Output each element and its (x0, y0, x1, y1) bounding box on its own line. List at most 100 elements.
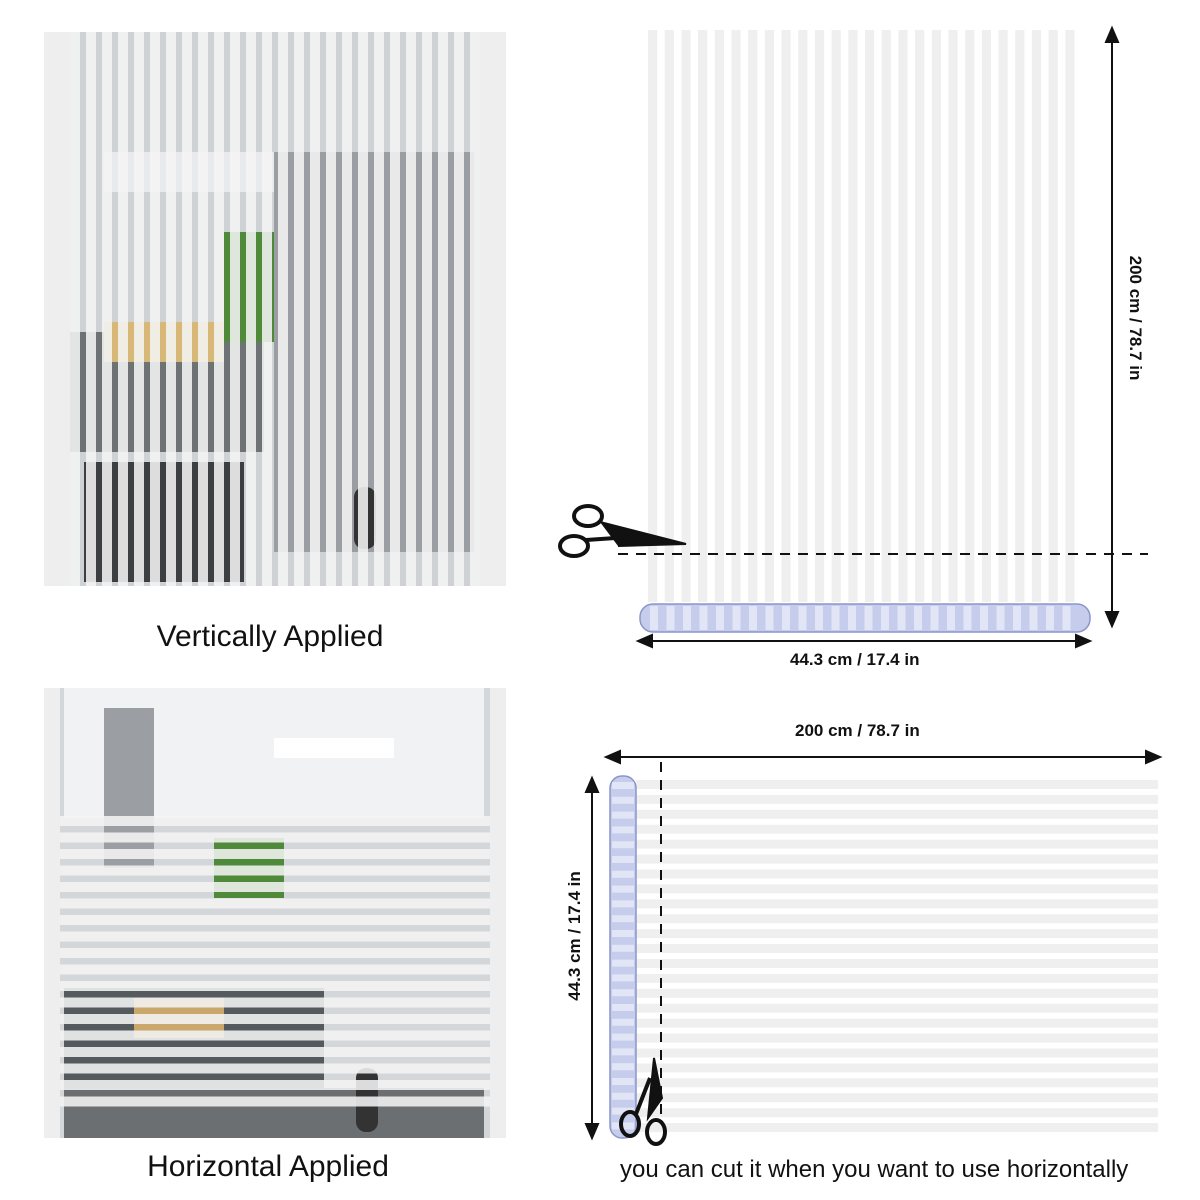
frost-stripe (406, 32, 416, 586)
frost-stripe (60, 981, 490, 991)
roll-band (612, 930, 634, 937)
film-stripe (636, 944, 1158, 954)
roll-band (612, 989, 634, 997)
film-stripe (636, 899, 1158, 909)
vertical-film-stripes (648, 30, 1075, 602)
film-stripe (636, 914, 1158, 924)
roll-band (881, 606, 889, 630)
roll-band (612, 1033, 634, 1041)
roll-band (782, 606, 790, 630)
roll-band (612, 1107, 634, 1115)
width-dimension-arrow (635, 633, 1093, 649)
roll-band (798, 606, 807, 630)
frost-stripe (60, 849, 490, 859)
vertical-applied-photo (44, 32, 506, 586)
horizontal-film-stripes (636, 780, 1158, 1133)
frost-stripe (60, 931, 490, 942)
frost-stripe (118, 32, 128, 586)
film-roll-vertical (639, 603, 1091, 633)
roll-band (848, 606, 856, 630)
roll-band (749, 606, 757, 630)
film-stripe (636, 1033, 1158, 1043)
horizontal-applied-caption: Horizontal Applied (147, 1150, 389, 1183)
film-stripe (636, 824, 1158, 834)
roll-band (815, 606, 823, 630)
roll-band (732, 606, 741, 630)
roll-band (1013, 606, 1021, 630)
roll-band (980, 606, 988, 630)
film-stripe (848, 30, 858, 602)
film-stripe (636, 1078, 1158, 1088)
frost-stripe (326, 32, 336, 586)
film-stripe (648, 30, 658, 602)
office-scene-horizontal (44, 688, 506, 1138)
roll-band (897, 606, 906, 630)
frost-stripe (438, 32, 448, 586)
film-stripe (965, 30, 975, 602)
horizontal-applied-photo (44, 688, 506, 1138)
roll-band (1062, 606, 1071, 630)
frost-stripe (294, 32, 304, 586)
frost-stripe (134, 32, 144, 586)
frost-stripe (60, 915, 490, 925)
frost-stripe (358, 32, 368, 586)
scissors-icon-bottom (619, 1057, 667, 1146)
roll-band (612, 915, 634, 923)
roll-band (612, 826, 634, 834)
film-stripe (636, 1093, 1158, 1103)
frost-stripe (60, 1030, 490, 1041)
frost-stripe (60, 865, 490, 876)
roll-band (683, 606, 691, 630)
roll-band (612, 782, 634, 789)
frost-stripe (70, 32, 80, 586)
film-roll-horizontal (609, 775, 637, 1139)
film-stripe (636, 973, 1158, 983)
roll-band (612, 841, 634, 849)
film-stripe (636, 854, 1158, 864)
roll-band (612, 1078, 634, 1085)
film-stripe (636, 780, 1158, 789)
roll-band (612, 959, 634, 967)
film-stripe (636, 1018, 1158, 1028)
roll-band (612, 796, 634, 804)
frost-stripe (390, 32, 400, 586)
cut-instruction-note: you can cut it when you want to use hori… (620, 1156, 1129, 1183)
roll-band (612, 974, 634, 982)
film-stripe (1015, 30, 1025, 602)
frost-stripe (166, 32, 176, 586)
height-label-vertical: 200 cm / 78.7 in (1126, 255, 1145, 381)
film-stripe (1031, 30, 1042, 602)
roll-band (650, 606, 658, 630)
frost-stripe (60, 882, 490, 892)
roll-band (963, 606, 972, 630)
frost-stripe (60, 816, 490, 826)
roll-band (914, 606, 922, 630)
film-stripe (636, 1063, 1158, 1073)
frost-stripe (60, 1063, 490, 1074)
height-label-horizontal: 44.3 cm / 17.4 in (565, 871, 584, 1001)
film-stripe (748, 30, 758, 602)
film-stripe (948, 30, 958, 602)
roll-band (612, 1048, 634, 1056)
frost-stripe (230, 32, 240, 586)
frost-stripe (60, 1096, 490, 1107)
frost-stripe (310, 32, 320, 586)
film-stripe (714, 30, 724, 602)
roll-band (930, 606, 939, 630)
frost-stripe (60, 832, 490, 843)
roll-band (864, 606, 873, 630)
roll-band (612, 811, 634, 819)
frost-stripe (182, 32, 192, 586)
film-stripe (636, 929, 1158, 939)
film-stripe (1048, 30, 1058, 602)
roll-band (612, 1018, 634, 1026)
film-stripe (998, 30, 1008, 602)
frost-stripe (214, 32, 224, 586)
roll-band (1046, 606, 1054, 630)
width-label-vertical: 44.3 cm / 17.4 in (790, 650, 920, 669)
film-stripe (981, 30, 992, 602)
roll-band (612, 1063, 634, 1071)
frost-stripe (342, 32, 352, 586)
film-stripe (636, 988, 1158, 998)
